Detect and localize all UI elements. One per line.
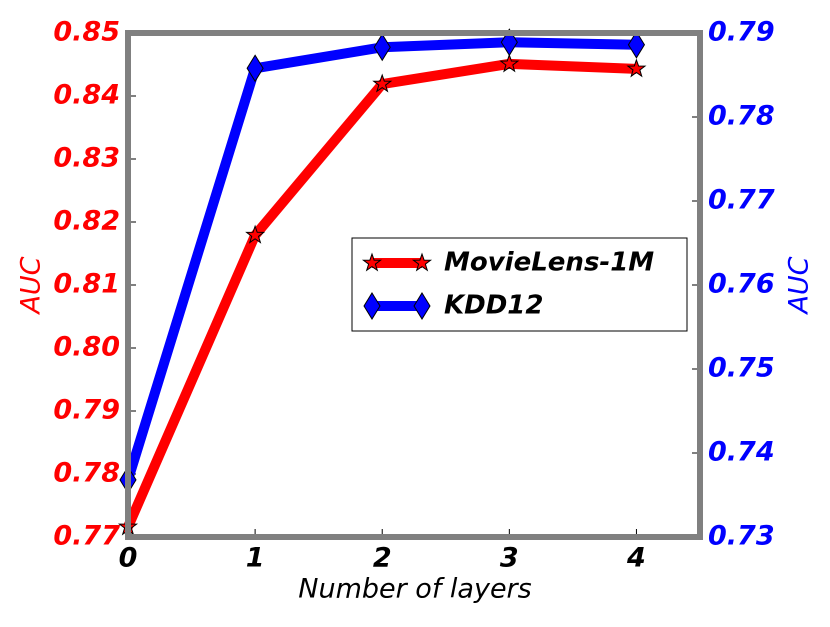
plot-frame	[125, 30, 703, 540]
y2-tick-label: 0.74	[708, 437, 775, 468]
y2-tick-label: 0.79	[708, 17, 775, 48]
y-tick-label: 0.85	[53, 17, 120, 48]
x-tick-label: 4	[626, 543, 646, 574]
x-tick-label: 0	[119, 543, 138, 574]
y2-axis-label: AUC	[784, 256, 815, 315]
legend-box	[351, 237, 688, 332]
marker	[373, 33, 391, 62]
marker	[626, 58, 647, 78]
y2-tick-label: 0.77	[708, 185, 775, 216]
y2-tick-label: 0.78	[708, 101, 775, 132]
y-tick-label: 0.84	[53, 80, 120, 111]
y-tick-label: 0.79	[53, 395, 120, 426]
marker	[499, 53, 520, 73]
marker	[411, 252, 433, 272]
marker	[361, 252, 383, 272]
y-tick-label: 0.83	[53, 143, 120, 174]
y2-tick-label: 0.76	[708, 269, 775, 300]
legend-label: MovieLens-1M	[444, 248, 654, 278]
y-tick-label: 0.81	[53, 269, 120, 300]
y-axis-label: AUC	[16, 256, 47, 315]
y-tick-label: 0.82	[53, 206, 120, 237]
y2-tick-label: 0.75	[708, 353, 775, 384]
y2-tick-label: 0.73	[708, 521, 775, 552]
x-tick-label: 2	[373, 543, 392, 574]
legend-label: KDD12	[444, 291, 544, 321]
marker	[627, 30, 646, 59]
marker	[413, 292, 431, 320]
marker	[245, 224, 266, 244]
marker	[363, 292, 381, 320]
y-tick-label: 0.78	[53, 458, 120, 489]
marker	[372, 73, 393, 93]
marker	[246, 54, 264, 83]
x-axis-label: Number of layers	[298, 574, 531, 605]
x-tick-label: 1	[246, 543, 265, 574]
y-tick-label: 0.77	[53, 521, 120, 552]
x-tick-label: 3	[500, 543, 519, 574]
y-tick-label: 0.80	[53, 332, 120, 363]
legend: MovieLens-1M KDD12	[351, 237, 688, 332]
